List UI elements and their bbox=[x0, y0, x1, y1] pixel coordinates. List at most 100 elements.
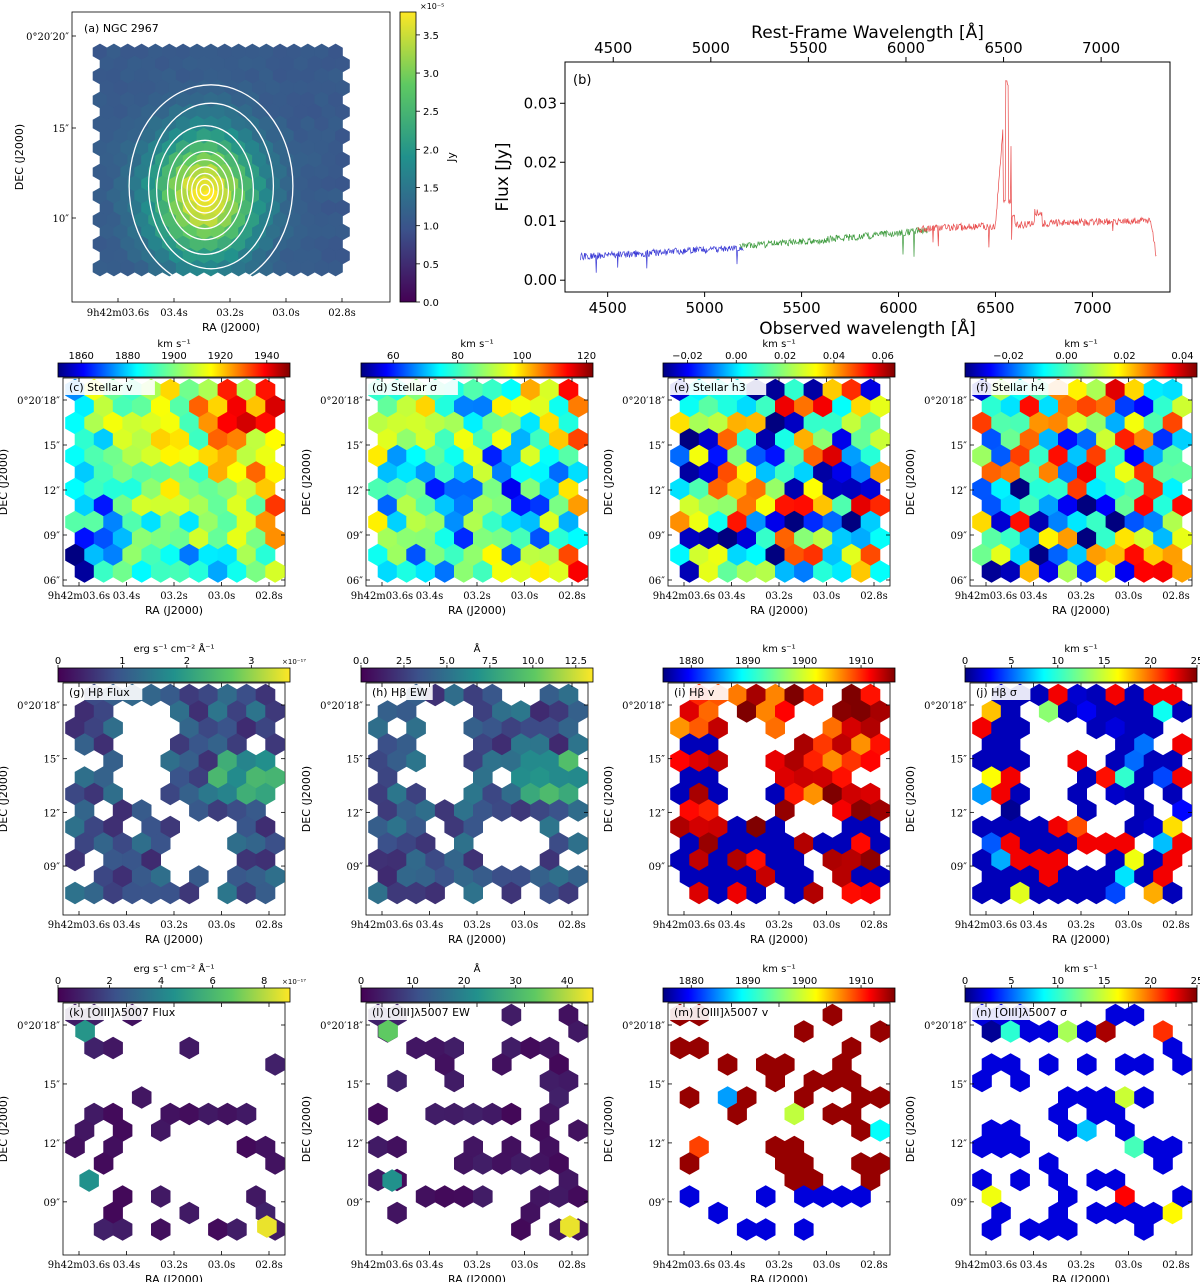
colorbar-tick-label: 0.5 bbox=[423, 260, 439, 271]
hex-bin bbox=[245, 187, 260, 205]
hex-bin bbox=[1134, 799, 1154, 822]
hex-bin bbox=[775, 494, 795, 517]
colorbar-tick-label: 1880 bbox=[679, 976, 704, 987]
hex-bin bbox=[227, 395, 247, 418]
hex-bin bbox=[813, 395, 833, 418]
hex-bin bbox=[670, 749, 690, 773]
hex-bin bbox=[168, 127, 184, 145]
hex-bin bbox=[415, 395, 436, 418]
hex-bin bbox=[1143, 444, 1164, 468]
hex-bin bbox=[870, 1152, 890, 1175]
hex-bin bbox=[279, 247, 295, 265]
hex-bin bbox=[113, 151, 129, 169]
hex-bin bbox=[1000, 395, 1021, 418]
hex-bin bbox=[1134, 733, 1154, 756]
hex-bin bbox=[501, 477, 522, 501]
hex-bin bbox=[293, 127, 309, 145]
hex-bin bbox=[765, 815, 785, 839]
hex-bin bbox=[708, 411, 728, 435]
hex-bin bbox=[492, 865, 512, 888]
y-tick-label: 15″ bbox=[951, 755, 968, 766]
hex-bin bbox=[131, 865, 152, 888]
hex-bin bbox=[307, 103, 322, 121]
panel-k: erg s⁻¹ cm⁻² Å⁻¹×10⁻¹⁷0 2 4 6 8(k) [OIII]λ50… bbox=[0, 962, 306, 1282]
hex-bin bbox=[279, 55, 295, 73]
hex-bin bbox=[539, 848, 560, 872]
hex-bin bbox=[236, 848, 257, 872]
hex-bin bbox=[255, 815, 276, 839]
x-tick-label: 03.4s bbox=[718, 591, 745, 602]
hex-bin bbox=[1105, 1168, 1126, 1192]
hex-bin bbox=[1124, 815, 1145, 839]
hex-bin bbox=[210, 103, 226, 121]
hex-bin bbox=[231, 211, 246, 229]
hex-bin bbox=[189, 43, 205, 61]
hex-bin bbox=[227, 494, 247, 517]
panel-label-bg bbox=[65, 1005, 199, 1020]
y-tick-label: 12″ bbox=[44, 808, 61, 819]
hex-bin bbox=[434, 1053, 455, 1076]
x-tick-label: 03.2s bbox=[463, 591, 490, 602]
hex-bin bbox=[74, 766, 95, 789]
hex-bin bbox=[1162, 881, 1183, 905]
hex-bin bbox=[259, 91, 274, 109]
hex-bin bbox=[492, 733, 512, 756]
hex-bin bbox=[406, 881, 426, 905]
hex-bin bbox=[92, 259, 108, 277]
hex-bin bbox=[112, 799, 133, 822]
hex-bin bbox=[112, 1218, 133, 1241]
hex-bin bbox=[141, 444, 161, 468]
hex-bin bbox=[549, 428, 569, 451]
x-axis-label: Observed wavelength [Å] bbox=[759, 317, 976, 339]
colorbar-exponent: ×10⁻¹⁷ bbox=[282, 658, 306, 666]
hex-bin bbox=[1029, 881, 1049, 905]
hex-bin bbox=[84, 477, 104, 501]
hex-bin bbox=[406, 477, 426, 501]
hex-bin bbox=[530, 494, 550, 517]
colorbar-f bbox=[964, 362, 1198, 378]
hex-bin bbox=[179, 510, 200, 534]
y-axis-label: DEC (J2000) bbox=[904, 766, 917, 832]
hex-bin bbox=[803, 1069, 824, 1093]
hex-bin bbox=[321, 55, 336, 73]
hex-bin bbox=[415, 560, 436, 583]
contour-line bbox=[191, 172, 219, 208]
hex-bin bbox=[1038, 700, 1059, 723]
hex-bin bbox=[182, 151, 198, 169]
y-tick-label: 12″ bbox=[347, 486, 364, 497]
y-tick-label: 0°20′18″ bbox=[320, 1021, 363, 1032]
x-axis-label: RA (J2000) bbox=[1052, 604, 1110, 617]
colorbar-e bbox=[662, 362, 896, 378]
hex-bin bbox=[217, 477, 238, 501]
panel-label: (k) [OIII]λ5007 Flux bbox=[69, 1006, 176, 1019]
x-tick-label: 9h42m03.6s bbox=[48, 1260, 110, 1271]
x-tick-label: 03.4s bbox=[1020, 920, 1047, 931]
hex-bin bbox=[549, 461, 569, 484]
hex-bin bbox=[406, 749, 426, 773]
hex-bin bbox=[991, 510, 1011, 534]
hex-bin bbox=[279, 223, 295, 241]
hex-bin bbox=[860, 749, 881, 773]
hex-bin bbox=[549, 494, 569, 517]
hex-bin bbox=[736, 832, 757, 855]
hex-bin bbox=[679, 832, 700, 855]
hex-bin bbox=[131, 428, 152, 451]
x-tick-label: 03.0s bbox=[272, 308, 299, 319]
hex-bin bbox=[148, 187, 163, 205]
hex-bin bbox=[558, 510, 579, 534]
hex-bin bbox=[784, 378, 805, 402]
x-tick-label: 03.4s bbox=[416, 920, 443, 931]
hex-bin bbox=[141, 127, 156, 145]
hex-bin bbox=[794, 865, 814, 888]
hex-bin bbox=[1124, 543, 1145, 567]
hex-bin bbox=[106, 211, 122, 229]
hex-bin bbox=[454, 1185, 474, 1208]
hex-bin bbox=[784, 510, 805, 534]
hex-bin bbox=[501, 782, 522, 806]
hex-bin bbox=[972, 444, 992, 468]
hex-bin bbox=[530, 865, 550, 888]
hex-bin bbox=[1134, 428, 1154, 451]
hex-bin bbox=[257, 1215, 277, 1238]
hex-bin bbox=[1010, 510, 1030, 534]
hex-bin bbox=[328, 43, 343, 61]
